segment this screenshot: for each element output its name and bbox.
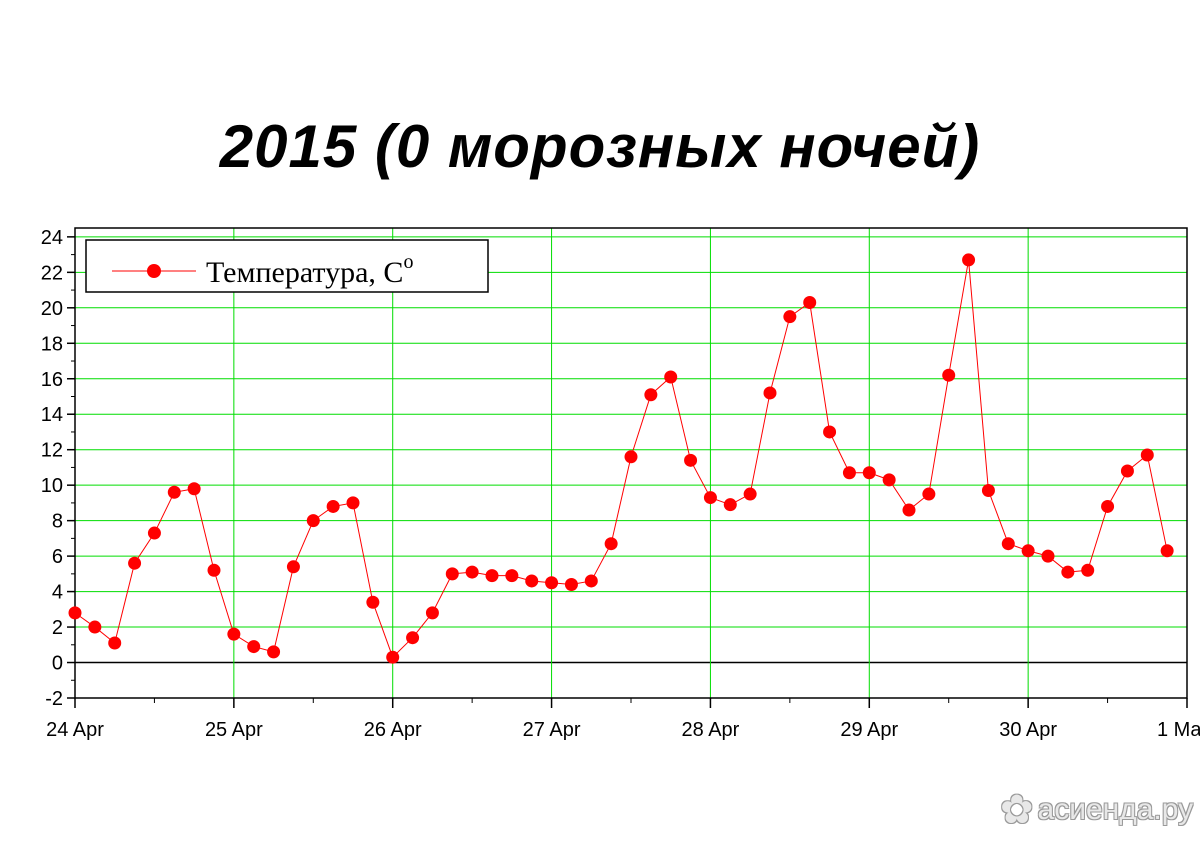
y-tick-label: 10 [41, 475, 63, 497]
data-point [1021, 544, 1035, 558]
data-point [128, 556, 142, 570]
x-tick-label: 27 Apr [523, 719, 581, 741]
x-tick-label: 25 Apr [205, 719, 263, 741]
data-point [644, 388, 658, 402]
data-point [803, 295, 817, 309]
data-point [902, 503, 916, 517]
y-tick-label: 16 [41, 369, 63, 391]
data-point [823, 425, 837, 439]
data-point [286, 560, 300, 574]
legend-marker [147, 264, 161, 278]
chart-title: 2015 (0 морозных ночей) [219, 113, 981, 180]
x-tick-label: 28 Apr [682, 719, 740, 741]
data-point [862, 466, 876, 480]
data-point [1140, 448, 1154, 462]
y-tick-label: 14 [41, 404, 63, 426]
data-point [465, 565, 479, 579]
data-point [1101, 499, 1115, 513]
watermark-text: асиенда.ру [1037, 793, 1194, 826]
data-point [247, 640, 261, 654]
data-point [981, 483, 995, 497]
data-point [942, 368, 956, 382]
data-point [584, 574, 598, 588]
data-point [783, 310, 797, 324]
data-point [505, 569, 519, 583]
legend-label: Температура, Co [206, 251, 413, 289]
data-point [604, 537, 618, 551]
data-point [684, 453, 698, 467]
data-point [267, 645, 281, 659]
data-point [346, 496, 360, 510]
data-point [882, 473, 896, 487]
data-point [326, 499, 340, 513]
data-point [525, 574, 539, 588]
data-point [842, 466, 856, 480]
y-tick-label: 22 [41, 262, 63, 284]
data-point [88, 620, 102, 634]
data-point [664, 370, 678, 384]
watermark: ✿ асиенда.ру [1000, 785, 1195, 835]
data-point [227, 627, 241, 641]
grid-lines [75, 228, 1187, 699]
y-tick-label: 6 [52, 546, 63, 568]
data-point [425, 606, 439, 620]
data-point [1061, 565, 1075, 579]
data-point [922, 487, 936, 501]
data-point [167, 485, 181, 499]
x-tick-label: 30 Apr [999, 719, 1057, 741]
y-tick-label: 18 [41, 333, 63, 355]
data-point [624, 450, 638, 464]
data-point [207, 563, 221, 577]
data-point [187, 482, 201, 496]
data-point [743, 487, 757, 501]
data-point [366, 595, 380, 609]
x-tick-label: 29 Apr [840, 719, 898, 741]
data-point [564, 577, 578, 591]
y-tick-label: -2 [45, 688, 63, 710]
data-point [306, 514, 320, 528]
data-point [386, 650, 400, 664]
series-line [74, 259, 1168, 659]
series-temperature [68, 253, 1174, 664]
data-point [485, 569, 499, 583]
y-tick-label: 20 [41, 298, 63, 320]
data-point [406, 631, 420, 645]
x-tick-label: 24 Apr [46, 719, 104, 741]
y-tick-label: 4 [52, 582, 63, 604]
data-point [703, 491, 717, 505]
data-point [1160, 544, 1174, 558]
data-point [1081, 563, 1095, 577]
data-point [1041, 549, 1055, 563]
data-point [1001, 537, 1015, 551]
legend: Температура, Co [85, 239, 489, 293]
data-point [962, 253, 976, 267]
data-point [108, 636, 122, 650]
data-point [445, 567, 459, 581]
data-point [68, 606, 82, 620]
flower-logo-icon: ✿ [1000, 787, 1034, 833]
plot-frame [74, 227, 1188, 699]
data-point [1120, 464, 1134, 478]
data-point [147, 526, 161, 540]
x-tick-label: 26 Apr [364, 719, 422, 741]
y-tick-label: 8 [52, 511, 63, 533]
y-tick-label: 12 [41, 440, 63, 462]
data-point [763, 386, 777, 400]
y-tick-label: 0 [52, 653, 63, 675]
y-tick-label: 24 [41, 227, 63, 249]
x-tick-label: 1 Ma [1157, 719, 1200, 741]
data-point [545, 576, 559, 590]
y-tick-label: 2 [52, 617, 63, 639]
data-point [723, 498, 737, 512]
